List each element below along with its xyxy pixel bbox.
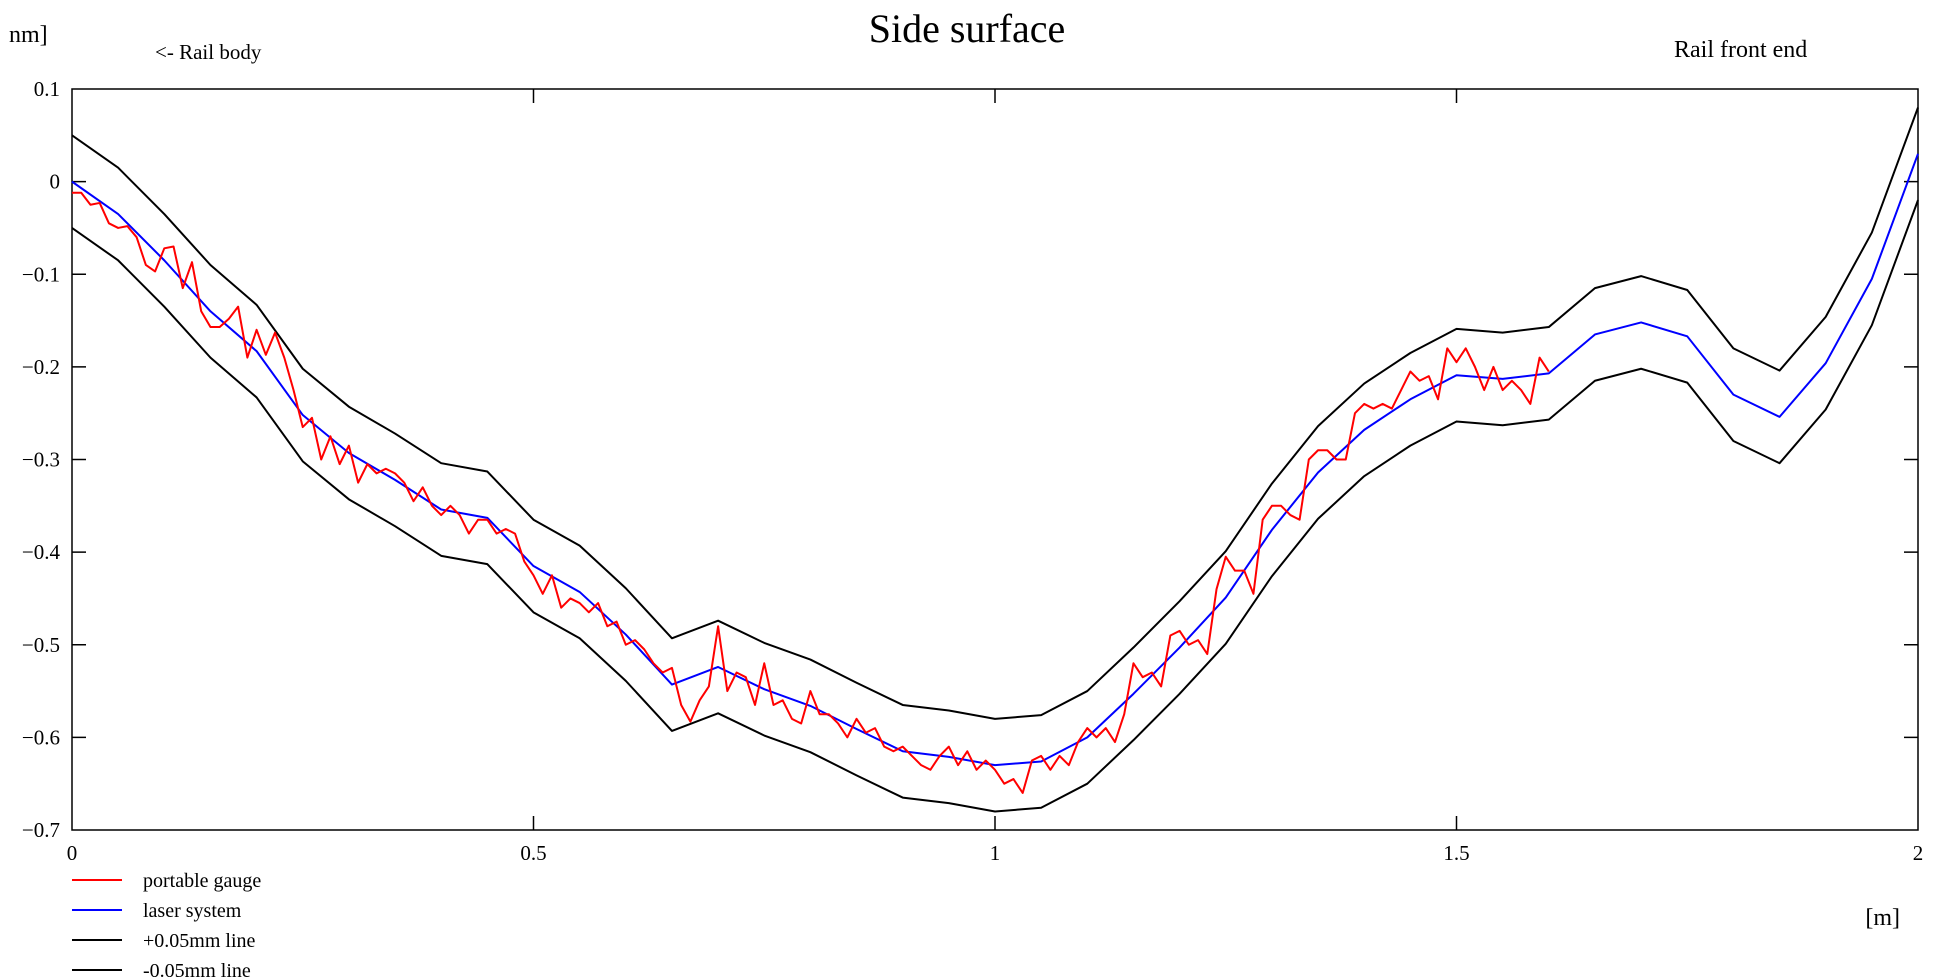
y-axis-label-fragment: nm] [9, 22, 48, 48]
series-line-0-05mm-line [71, 107, 1919, 720]
x-tick-label: 0 [67, 841, 78, 865]
series-layer [71, 107, 1919, 813]
y-tick-label: −0.7 [22, 818, 60, 842]
legend-label: +0.05mm line [143, 930, 256, 952]
axis-tick-labels: 0 0.5 1 1.5 2 0.1 0 −0.1 −0.2 −0.3 −0.4 −0.5 −0.6 −0.… [22, 77, 1923, 865]
y-tick-label: −0.5 [22, 633, 60, 657]
y-tick-label: 0 [50, 170, 61, 194]
x-tick-label: 1.5 [1443, 841, 1469, 865]
x-axis-unit-label: [m] [1865, 905, 1900, 931]
x-tick-label: 0.5 [520, 841, 546, 865]
legend-label: -0.05mm line [143, 960, 251, 980]
legend: portable gauge laser system +0.05mm line -0… [72, 870, 261, 980]
y-tick-label: −0.6 [22, 725, 60, 749]
y-tick-label: 0.1 [34, 77, 60, 101]
y-tick-label: −0.4 [22, 540, 61, 564]
y-tick-label: −0.2 [22, 355, 60, 379]
annotation-rail-body: <- Rail body [155, 40, 262, 64]
annotation-rail-front-end: Rail front end [1674, 37, 1807, 63]
chart-title: Side surface [869, 6, 1066, 51]
series-line-portable-gauge [72, 191, 1550, 794]
legend-label: portable gauge [143, 870, 261, 892]
legend-label: laser system [143, 900, 242, 922]
y-tick-label: −0.1 [22, 262, 60, 286]
axis-ticks [72, 89, 1918, 830]
x-tick-label: 2 [1913, 841, 1924, 865]
y-tick-label: −0.3 [22, 448, 60, 472]
x-tick-label: 1 [990, 841, 1001, 865]
series-line-0-05mm-line [71, 199, 1919, 813]
series-line-laser-system [71, 153, 1919, 767]
